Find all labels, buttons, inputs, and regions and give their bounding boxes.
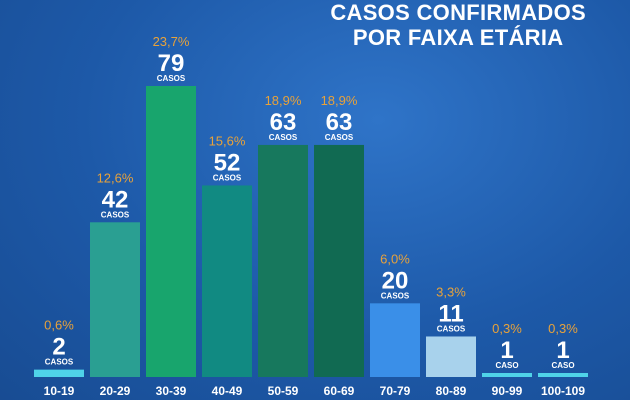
percent-label-60-69: 18,9% — [321, 93, 358, 108]
bar-30-39 — [146, 86, 196, 377]
unit-label-20-29: CASOS — [101, 210, 130, 219]
category-label-100-109: 100-109 — [541, 384, 585, 398]
category-label-40-49: 40-49 — [212, 384, 243, 398]
percent-label-40-49: 15,6% — [209, 133, 246, 148]
value-label-80-89: 11 — [438, 300, 463, 327]
unit-label-30-39: CASOS — [157, 74, 186, 83]
value-label-100-109: 1 — [556, 337, 569, 364]
value-label-40-49: 52 — [214, 149, 241, 176]
bar-10-19 — [34, 369, 84, 377]
unit-label-60-69: CASOS — [325, 133, 354, 142]
title-line-1: CASOS CONFIRMADOS — [330, 0, 586, 25]
labels-group: 0,6%2CASOS10-1912,6%42CASOS20-2923,7%79C… — [44, 34, 586, 398]
percent-label-100-109: 0,3% — [548, 321, 578, 336]
value-label-50-59: 63 — [270, 109, 297, 136]
percent-label-30-39: 23,7% — [153, 34, 190, 49]
unit-label-40-49: CASOS — [213, 173, 242, 182]
title-line-2: POR FAIXA ETÁRIA — [352, 25, 564, 50]
bar-90-99 — [482, 373, 532, 377]
percent-label-20-29: 12,6% — [97, 170, 134, 185]
percent-label-90-99: 0,3% — [492, 321, 522, 336]
value-label-90-99: 1 — [500, 337, 513, 364]
percent-label-50-59: 18,9% — [265, 93, 302, 108]
value-label-30-39: 79 — [158, 50, 185, 77]
value-label-60-69: 63 — [326, 109, 353, 136]
unit-label-80-89: CASOS — [437, 324, 466, 333]
bar-20-29 — [90, 222, 140, 377]
bar-100-109 — [538, 373, 588, 377]
bar-80-89 — [426, 336, 476, 377]
bar-70-79 — [370, 303, 420, 377]
category-label-30-39: 30-39 — [156, 384, 187, 398]
value-label-20-29: 42 — [102, 186, 129, 213]
unit-label-50-59: CASOS — [269, 133, 298, 142]
percent-label-10-19: 0,6% — [44, 318, 74, 333]
percent-label-80-89: 3,3% — [436, 284, 466, 299]
unit-label-10-19: CASOS — [45, 358, 74, 367]
category-label-60-69: 60-69 — [324, 384, 355, 398]
unit-label-90-99: CASO — [495, 361, 518, 370]
value-label-10-19: 2 — [52, 334, 65, 361]
bar-60-69 — [314, 144, 364, 377]
category-label-50-59: 50-59 — [268, 384, 299, 398]
category-label-20-29: 20-29 — [100, 384, 131, 398]
category-label-80-89: 80-89 — [436, 384, 467, 398]
value-label-70-79: 20 — [382, 267, 409, 294]
percent-label-70-79: 6,0% — [380, 251, 410, 266]
bars-group — [34, 86, 588, 377]
bar-50-59 — [258, 144, 308, 377]
unit-label-100-109: CASO — [551, 361, 574, 370]
category-label-10-19: 10-19 — [44, 384, 75, 398]
bar-40-49 — [202, 185, 252, 377]
category-label-70-79: 70-79 — [380, 384, 411, 398]
unit-label-70-79: CASOS — [381, 291, 410, 300]
category-label-90-99: 90-99 — [492, 384, 523, 398]
chart-title: CASOS CONFIRMADOS POR FAIXA ETÁRIA — [330, 0, 586, 50]
